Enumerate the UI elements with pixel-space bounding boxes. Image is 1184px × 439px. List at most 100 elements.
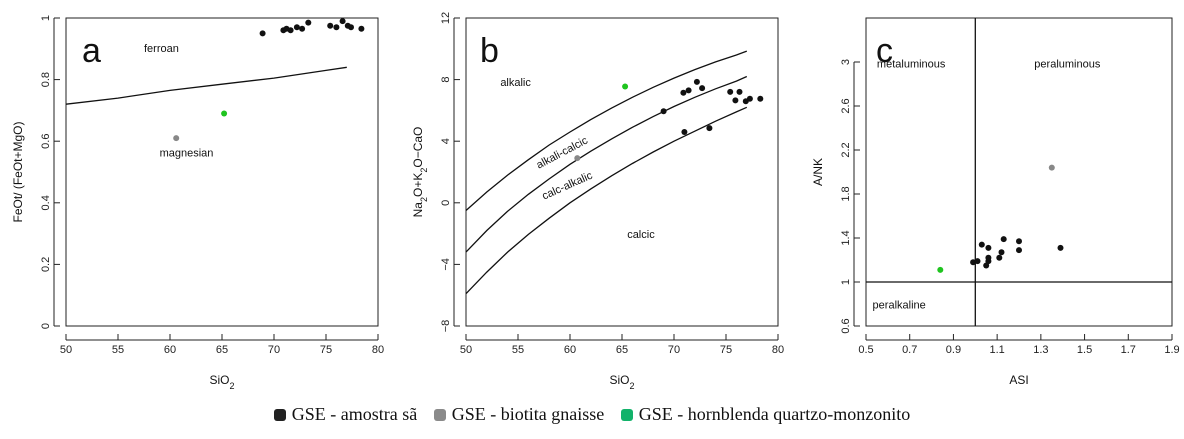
data-point bbox=[681, 129, 688, 135]
x-tick-label: 0.5 bbox=[858, 344, 873, 356]
legend: GSE - amostra sã GSE - biotita gnaisse G… bbox=[0, 404, 1184, 425]
plot-frame bbox=[865, 17, 1173, 327]
data-point bbox=[680, 89, 687, 96]
data-point bbox=[985, 244, 992, 251]
y-tick-label: 2.2 bbox=[840, 142, 852, 157]
y-tick-label: 2.6 bbox=[840, 98, 852, 113]
panel-letter: c bbox=[876, 32, 893, 70]
x-tick-label: 1.5 bbox=[1077, 344, 1092, 356]
x-tick-label: 1.9 bbox=[1164, 344, 1179, 356]
data-point bbox=[622, 83, 629, 90]
data-point bbox=[727, 88, 734, 95]
legend-swatch-hornblenda bbox=[620, 409, 633, 421]
data-point bbox=[660, 108, 667, 115]
x-tick-label: 1.7 bbox=[1121, 344, 1136, 356]
plot-frame bbox=[65, 17, 379, 327]
data-point bbox=[574, 155, 581, 162]
x-tick-label: 50 bbox=[60, 344, 72, 356]
x-tick-label: 65 bbox=[616, 344, 628, 356]
data-point bbox=[293, 24, 300, 31]
chart-panel-a: 50 55 60 65 70 75 80 0 0.2 0.4 0.6 0.8 1 SiO2 FeOt/ (F… bbox=[11, 15, 384, 391]
boundary-line bbox=[65, 66, 347, 105]
y-tick-label: 1 bbox=[840, 279, 852, 285]
chart-panel-c: 0.5 0.7 0.9 1.1 1.3 1.5 1.7 1.9 0.6 1 1.4 1.8 2.2 2.6… bbox=[811, 17, 1180, 387]
data-point bbox=[985, 254, 992, 261]
data-point bbox=[299, 25, 306, 32]
y-tick-label: 4 bbox=[440, 138, 452, 144]
y-tick-label: 0.6 bbox=[840, 318, 852, 333]
x-tick-label: 60 bbox=[564, 344, 576, 356]
y-tick-label: 1.8 bbox=[840, 186, 852, 201]
y-axis-label: FeOt/ (FeOt+MgO) bbox=[11, 121, 25, 222]
legend-swatch-amostra-sa bbox=[273, 409, 286, 421]
x-tick-label: 65 bbox=[216, 344, 228, 356]
x-tick-label: 70 bbox=[668, 344, 680, 356]
x-tick-label: 1.1 bbox=[989, 344, 1004, 356]
data-point bbox=[746, 95, 753, 102]
data-point bbox=[305, 19, 312, 26]
data-point bbox=[1000, 236, 1007, 243]
x-tick-label: 55 bbox=[112, 344, 124, 356]
data-point bbox=[937, 266, 944, 273]
y-tick-label: −8 bbox=[440, 320, 452, 333]
x-tick-label: 0.9 bbox=[946, 344, 961, 356]
y-tick-label: 1.4 bbox=[840, 230, 852, 245]
x-tick-label: 80 bbox=[372, 344, 384, 356]
legend-label-amostra-sa: GSE - amostra sã bbox=[291, 404, 418, 424]
plot-frame bbox=[465, 17, 779, 327]
panel-letter: b bbox=[480, 32, 499, 70]
boundary-line bbox=[465, 50, 748, 211]
panel-letter: a bbox=[82, 32, 101, 70]
data-point bbox=[327, 22, 334, 29]
data-point bbox=[974, 258, 981, 265]
data-point bbox=[173, 135, 180, 142]
data-point bbox=[348, 24, 354, 31]
region-label: alkali-calcic bbox=[535, 134, 591, 171]
y-tick-label: 0.4 bbox=[40, 195, 52, 210]
legend-item-biotita-gnaisse: GSE - biotita gnaisse bbox=[433, 404, 604, 425]
data-point bbox=[221, 110, 228, 117]
data-point bbox=[1016, 247, 1022, 254]
boundary-line bbox=[465, 106, 748, 295]
y-tick-label: 1 bbox=[40, 15, 52, 21]
x-tick-label: 50 bbox=[460, 344, 472, 356]
data-point bbox=[339, 18, 346, 25]
data-point bbox=[699, 85, 706, 92]
region-label: calc-alkalic bbox=[540, 169, 594, 202]
y-tick-label: 0.8 bbox=[40, 72, 52, 87]
data-point bbox=[1016, 238, 1022, 245]
data-point bbox=[998, 249, 1005, 256]
legend-swatch-biotita-gnaisse bbox=[433, 409, 446, 421]
region-label: ferroan bbox=[144, 43, 179, 55]
x-tick-label: 75 bbox=[720, 344, 732, 356]
x-axis-label: SiO2 bbox=[609, 373, 634, 391]
legend-item-amostra-sa: GSE - amostra sã bbox=[273, 404, 418, 425]
y-axis-label: Na2O+K2O−CaO bbox=[411, 127, 429, 218]
data-point bbox=[287, 27, 294, 34]
x-tick-label: 1.3 bbox=[1033, 344, 1048, 356]
data-point bbox=[358, 25, 365, 32]
y-tick-label: 0 bbox=[40, 323, 52, 329]
data-point bbox=[1048, 164, 1055, 171]
region-label: metaluminous bbox=[877, 59, 946, 71]
data-point bbox=[736, 88, 743, 95]
x-tick-label: 70 bbox=[268, 344, 280, 356]
region-label: calcic bbox=[627, 229, 655, 241]
x-tick-label: 60 bbox=[164, 344, 176, 356]
y-tick-label: 12 bbox=[440, 12, 452, 24]
region-label: alkalic bbox=[500, 77, 531, 89]
data-point bbox=[685, 87, 692, 94]
data-point bbox=[996, 254, 1003, 261]
legend-label-hornblenda: GSE - hornblenda quartzo-monzonito bbox=[638, 404, 911, 424]
y-tick-label: 3 bbox=[840, 59, 852, 65]
x-tick-label: 75 bbox=[320, 344, 332, 356]
region-label: peraluminous bbox=[1034, 59, 1101, 71]
boundary-line bbox=[465, 75, 748, 253]
x-axis-label: ASI bbox=[1009, 373, 1028, 387]
data-point bbox=[757, 95, 764, 102]
x-axis-label: SiO2 bbox=[209, 373, 234, 391]
x-tick-label: 55 bbox=[512, 344, 524, 356]
y-axis-label: A/NK bbox=[811, 158, 825, 186]
data-point bbox=[978, 241, 985, 248]
